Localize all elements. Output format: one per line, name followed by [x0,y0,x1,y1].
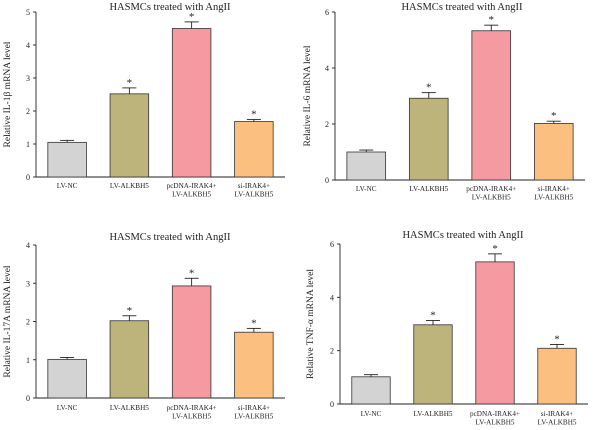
significance-star: * [492,243,498,255]
bar-4 [234,121,274,178]
significance-star: * [554,334,560,346]
category-label: si-IRAK4+ [238,182,270,190]
category-label: pcDNA-IRAK4+ [470,410,520,418]
y-tick-label: 4 [26,41,30,50]
y-tick-label: 1 [26,356,30,365]
bar-2 [109,320,150,399]
bar-1 [47,141,87,178]
y-axis-label: Relative IL-6 mRNA level [303,45,313,146]
category-label: si-IRAK4+ [541,410,573,418]
y-tick-label: 6 [330,240,334,249]
bar-3 [171,28,212,178]
y-tick-label: 3 [26,279,30,288]
category-label: LV-NC [361,410,382,418]
bar-1 [346,151,387,181]
bar-1 [47,358,87,399]
y-tick-label: 0 [26,394,30,403]
chart-title: HASMCs treated with AngII [402,230,524,241]
significance-star: * [551,110,557,122]
y-tick-label: 4 [330,293,334,302]
bar-2 [408,97,449,181]
chart-panel-4: HASMCs treated with AngII Relative TNF-α … [306,230,588,427]
y-tick-label: 3 [26,74,30,83]
bar-4 [533,123,574,181]
chart-panel-1: HASMCs treated with AngII Relative IL-1β … [3,2,285,199]
category-label: LV-NC [57,404,78,412]
y-tick-label: 2 [330,347,334,356]
category-label: LV-ALKBH5 [537,419,576,427]
y-tick-label: 4 [325,64,329,73]
category-label: LV-ALKBH5 [234,191,273,199]
category-label: LV-ALKBH5 [234,413,273,421]
bar-2 [109,93,150,178]
bar-3 [471,30,512,181]
chart-panel-3: HASMCs treated with AngII Relative IL-17A… [3,232,285,421]
y-axis-label: Relative TNF-α mRNA level [306,269,316,379]
y-tick-label: 0 [330,400,334,409]
category-label: LV-ALKBH5 [172,191,211,199]
category-label: pcDNA-IRAK4+ [167,404,217,412]
significance-star: * [127,77,133,89]
chart-title: HASMCs treated with AngII [109,232,231,243]
category-label: LV-NC [57,182,78,190]
category-label: LV-ALKBH5 [472,194,511,202]
significance-star: * [189,11,195,23]
y-tick-label: 2 [325,120,329,129]
category-label: LV-ALKBH5 [475,419,514,427]
category-label: LV-ALKBH5 [413,410,452,418]
y-tick-label: 5 [26,8,30,17]
significance-star: * [251,109,257,121]
category-label: LV-ALKBH5 [534,194,573,202]
bar-4 [537,347,577,405]
category-label: pcDNA-IRAK4+ [466,185,516,193]
y-axis-label: Relative IL-1β mRNA level [3,41,13,147]
y-tick-label: 0 [26,173,30,182]
category-label: si-IRAK4+ [238,404,270,412]
significance-star: * [189,267,195,279]
significance-star: * [251,317,257,329]
y-tick-label: 6 [325,8,329,17]
chart-title: HASMCs treated with AngII [401,2,523,13]
chart-title: HASMCs treated with AngII [109,2,231,13]
y-tick-label: 2 [26,318,30,327]
y-tick-label: 0 [325,176,329,185]
bar-1 [351,376,391,405]
significance-star: * [426,82,432,94]
bar-3 [171,285,212,399]
y-tick-label: 1 [26,140,30,149]
category-label: si-IRAK4+ [538,185,570,193]
chart-panel-2: HASMCs treated with AngII Relative IL-6 m… [303,2,585,202]
bar-4 [234,331,274,399]
category-label: pcDNA-IRAK4+ [167,182,217,190]
bar-2 [413,324,453,405]
significance-star: * [489,14,495,26]
category-label: LV-NC [356,185,377,193]
category-label: LV-ALKBH5 [110,404,149,412]
bar-3 [475,261,515,405]
category-label: LV-ALKBH5 [172,413,211,421]
significance-star: * [127,305,133,317]
y-tick-label: 2 [26,107,30,116]
y-axis-label: Relative IL-17A mRNA level [3,265,13,377]
category-label: LV-ALKBH5 [110,182,149,190]
significance-star: * [430,310,436,322]
category-label: LV-ALKBH5 [409,185,448,193]
y-tick-label: 4 [26,241,30,250]
